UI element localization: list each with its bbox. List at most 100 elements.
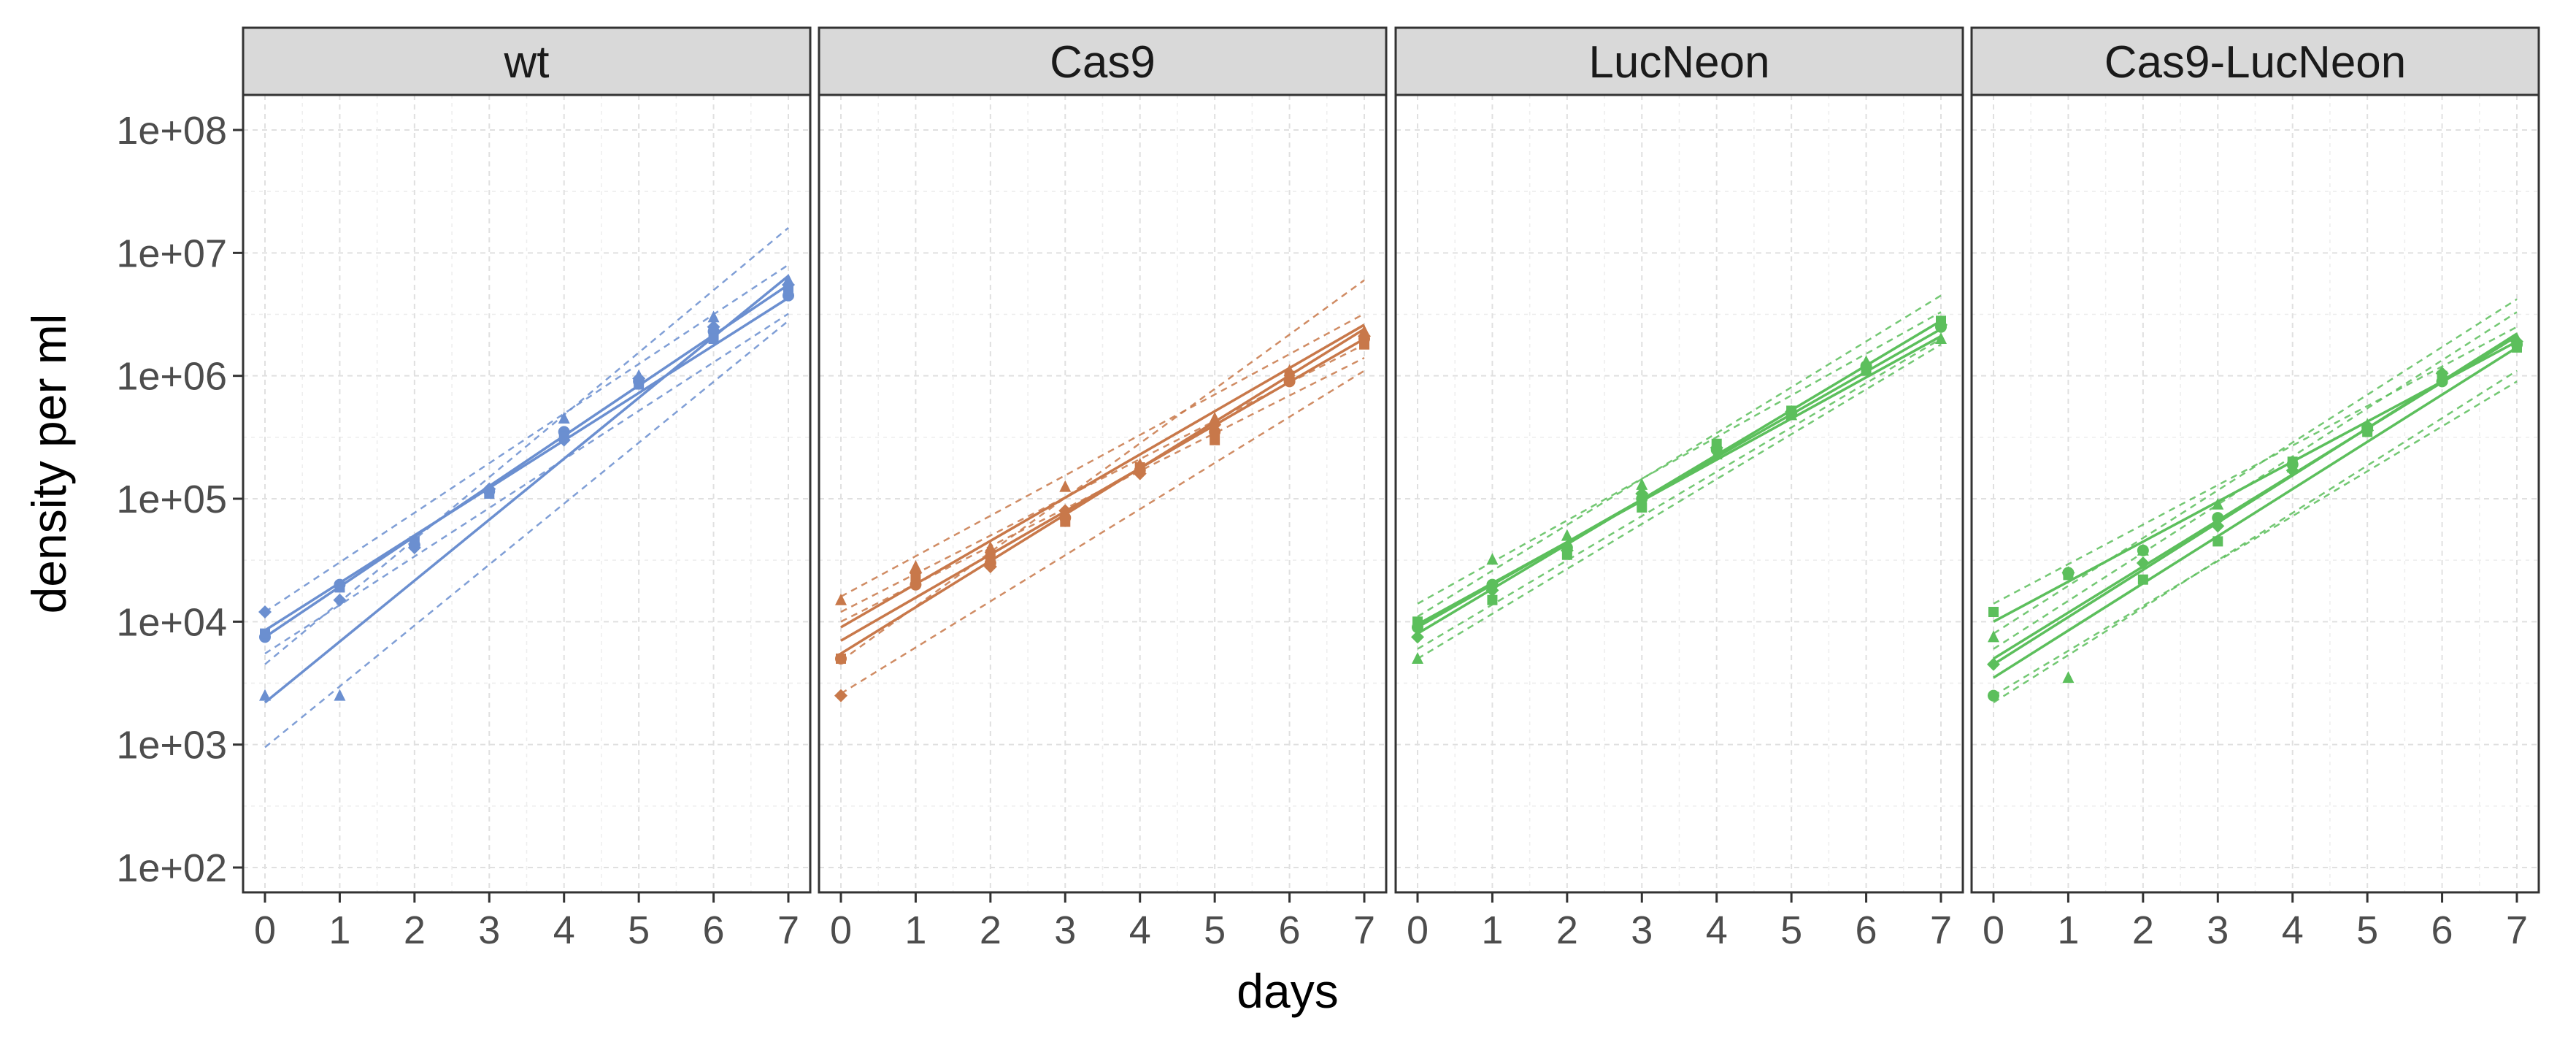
- x-tick-label: 2: [980, 908, 1001, 952]
- data-point: [1988, 607, 1999, 618]
- panel-border: [818, 93, 1388, 894]
- fit-line: [264, 296, 789, 632]
- facets-layer: 1e+02 1e+03 1e+04 1e+05 1e+06 1e+07 1e+08 wt 0 1 2…: [116, 26, 2540, 952]
- facet-strip: [1970, 26, 2540, 96]
- x-tick-label: 4: [2282, 908, 2304, 952]
- data-point: [1785, 405, 1799, 418]
- fit-line: [840, 328, 1365, 655]
- y-tick-label: 1e+02: [116, 846, 227, 890]
- confidence-band-line: [1993, 369, 2518, 704]
- data-point: [1412, 652, 1423, 665]
- data-point: [1058, 504, 1072, 518]
- data-point: [334, 582, 345, 593]
- y-tick-label: 1e+03: [116, 724, 227, 767]
- facet-panel-0: wt 0 1 2 3 4 5 6 7: [242, 26, 812, 952]
- data-point: [1560, 543, 1574, 557]
- x-tick-label: 7: [2506, 908, 2528, 952]
- data-point: [1486, 553, 1499, 565]
- fit-line: [840, 323, 1365, 629]
- x-tick-label: 1: [328, 908, 350, 952]
- data-point: [2211, 519, 2225, 533]
- x-tick-label: 2: [2132, 908, 2154, 952]
- data-point: [1359, 339, 1369, 350]
- facet-strip-label: LucNeon: [1588, 37, 1769, 88]
- y-tick-label: 1e+06: [116, 355, 227, 399]
- facet-strip-label: Cas9: [1050, 37, 1156, 88]
- data-point: [1209, 412, 1221, 424]
- data-point: [834, 689, 847, 702]
- x-tick-label: 7: [1930, 908, 1952, 952]
- data-point: [259, 689, 271, 701]
- x-tick-label: 0: [1407, 908, 1429, 952]
- facet-strip: [1394, 26, 1964, 96]
- facet-panel-3: Cas9-LucNeon 0 1 2 3 4 5 6 7: [1970, 26, 2540, 952]
- plot-background: [243, 95, 810, 892]
- fit-line: [840, 337, 1365, 642]
- data-point: [1934, 318, 1948, 332]
- facet-panel-2: LucNeon 0 1 2 3 4 5 6 7: [1394, 26, 1964, 952]
- data-point: [1988, 630, 1999, 643]
- y-tick-label: 1e+04: [116, 600, 227, 644]
- data-point: [2510, 334, 2523, 348]
- data-point: [1210, 434, 1220, 445]
- confidence-band-line: [1417, 343, 1942, 660]
- panel-border: [1394, 93, 1964, 894]
- data-point: [1561, 529, 1573, 541]
- confidence-band-line: [840, 369, 1365, 694]
- data-point: [2136, 556, 2150, 570]
- confidence-band-line: [1417, 311, 1942, 605]
- x-tick-label: 5: [1780, 908, 1802, 952]
- data-point: [1859, 361, 1873, 375]
- data-point: [1485, 583, 1499, 597]
- data-point: [333, 593, 347, 607]
- x-tick-label: 7: [777, 908, 799, 952]
- data-point: [1860, 355, 1872, 367]
- data-point: [334, 689, 346, 701]
- data-point: [1411, 630, 1424, 644]
- data-point: [835, 593, 847, 605]
- data-point: [1935, 332, 1947, 344]
- confidence-band-line: [264, 313, 789, 655]
- confidence-band-line: [264, 320, 789, 748]
- fit-line: [1993, 346, 2518, 679]
- data-point: [1133, 467, 1147, 480]
- x-tick-label: 4: [1129, 908, 1151, 952]
- data-point: [836, 654, 846, 665]
- data-point: [1059, 480, 1072, 492]
- data-point: [1636, 478, 1648, 490]
- data-point: [407, 540, 421, 554]
- data-point: [983, 560, 997, 574]
- data-point: [2137, 543, 2149, 556]
- x-tick-label: 3: [478, 908, 500, 952]
- data-point: [2061, 566, 2075, 580]
- x-tick-label: 4: [1706, 908, 1728, 952]
- x-tick-label: 1: [2057, 908, 2079, 952]
- data-point: [2212, 512, 2224, 524]
- data-point: [558, 412, 570, 424]
- confidence-band-line: [1993, 380, 2518, 697]
- x-tick-label: 0: [830, 908, 852, 952]
- data-point: [2212, 497, 2224, 510]
- plot-background: [819, 95, 1386, 892]
- data-point: [1987, 657, 2000, 671]
- data-point: [1637, 502, 1648, 513]
- data-point: [557, 433, 571, 447]
- data-point: [2435, 367, 2449, 380]
- data-point: [632, 372, 646, 386]
- x-tick-label: 3: [2207, 908, 2229, 952]
- data-point: [1412, 616, 1423, 627]
- confidence-band-line: [840, 313, 1365, 598]
- x-tick-label: 0: [1983, 908, 2004, 952]
- confidence-band-line: [1993, 326, 2518, 605]
- y-tick-label: 1e+07: [116, 231, 227, 275]
- data-point: [782, 278, 795, 292]
- facet-strip-label: wt: [504, 37, 550, 88]
- data-point: [1209, 426, 1221, 438]
- data-point: [258, 605, 272, 619]
- x-tick-label: 1: [904, 908, 926, 952]
- fit-line: [1417, 319, 1942, 635]
- data-point: [2361, 424, 2375, 437]
- data-point: [1358, 329, 1371, 343]
- x-tick-label: 7: [1353, 908, 1375, 952]
